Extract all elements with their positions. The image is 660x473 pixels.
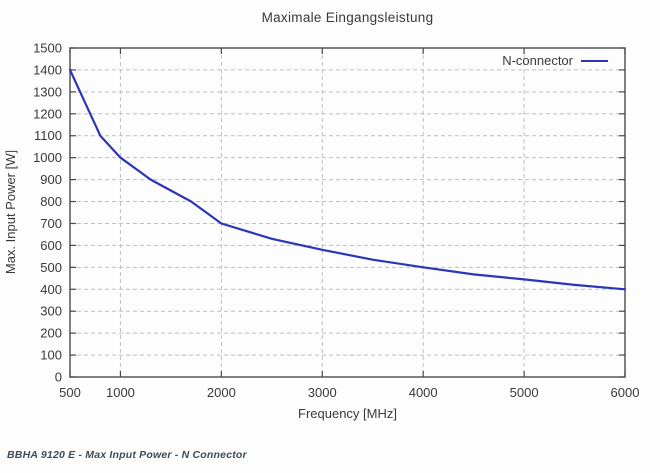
y-tick-label: 1000 — [33, 150, 62, 165]
y-tick-label: 1300 — [33, 84, 62, 99]
y-tick-label: 200 — [40, 326, 62, 341]
y-tick-label: 1200 — [33, 106, 62, 121]
y-tick-label: 700 — [40, 216, 62, 231]
y-tick-label: 300 — [40, 304, 62, 319]
y-tick-label: 1100 — [34, 128, 62, 143]
x-tick-label: 3000 — [308, 385, 337, 400]
y-tick-label: 100 — [40, 348, 62, 363]
y-tick-label: 500 — [40, 260, 62, 275]
x-tick-label: 5000 — [510, 385, 539, 400]
line-chart-plot: 500 1000 2000 3000 4000 5000 6000 0 100 200 300 400… — [33, 41, 640, 401]
y-tick-label: 0 — [55, 370, 62, 385]
y-axis-label: Max. Input Power [W] — [3, 149, 18, 275]
legend-series-label: N-connector — [502, 53, 573, 68]
y-tick-label: 1500 — [33, 41, 62, 56]
y-tick-label: 1400 — [33, 62, 62, 77]
footer-caption: BBHA 9120 E - Max Input Power - N Connec… — [7, 449, 247, 461]
chart-title: Maximale Eingangsleistung — [261, 10, 434, 25]
y-tick-label: 600 — [40, 238, 62, 253]
x-tick-label: 4000 — [409, 385, 438, 400]
legend-line-sample-icon — [581, 59, 608, 62]
y-tick-label: 900 — [40, 172, 62, 187]
x-tick-label: 500 — [59, 385, 81, 400]
y-tick-label: 400 — [40, 282, 62, 297]
series-line — [68, 68, 627, 291]
x-tick-label: 1000 — [106, 385, 135, 400]
y-tick-label: 800 — [40, 194, 62, 209]
x-tick-label: 2000 — [207, 385, 236, 400]
plot-border — [69, 47, 626, 378]
legend: N-connector — [502, 53, 608, 68]
x-axis-label: Frequency [MHz] — [298, 406, 397, 421]
x-tick-label: 6000 — [611, 385, 640, 400]
